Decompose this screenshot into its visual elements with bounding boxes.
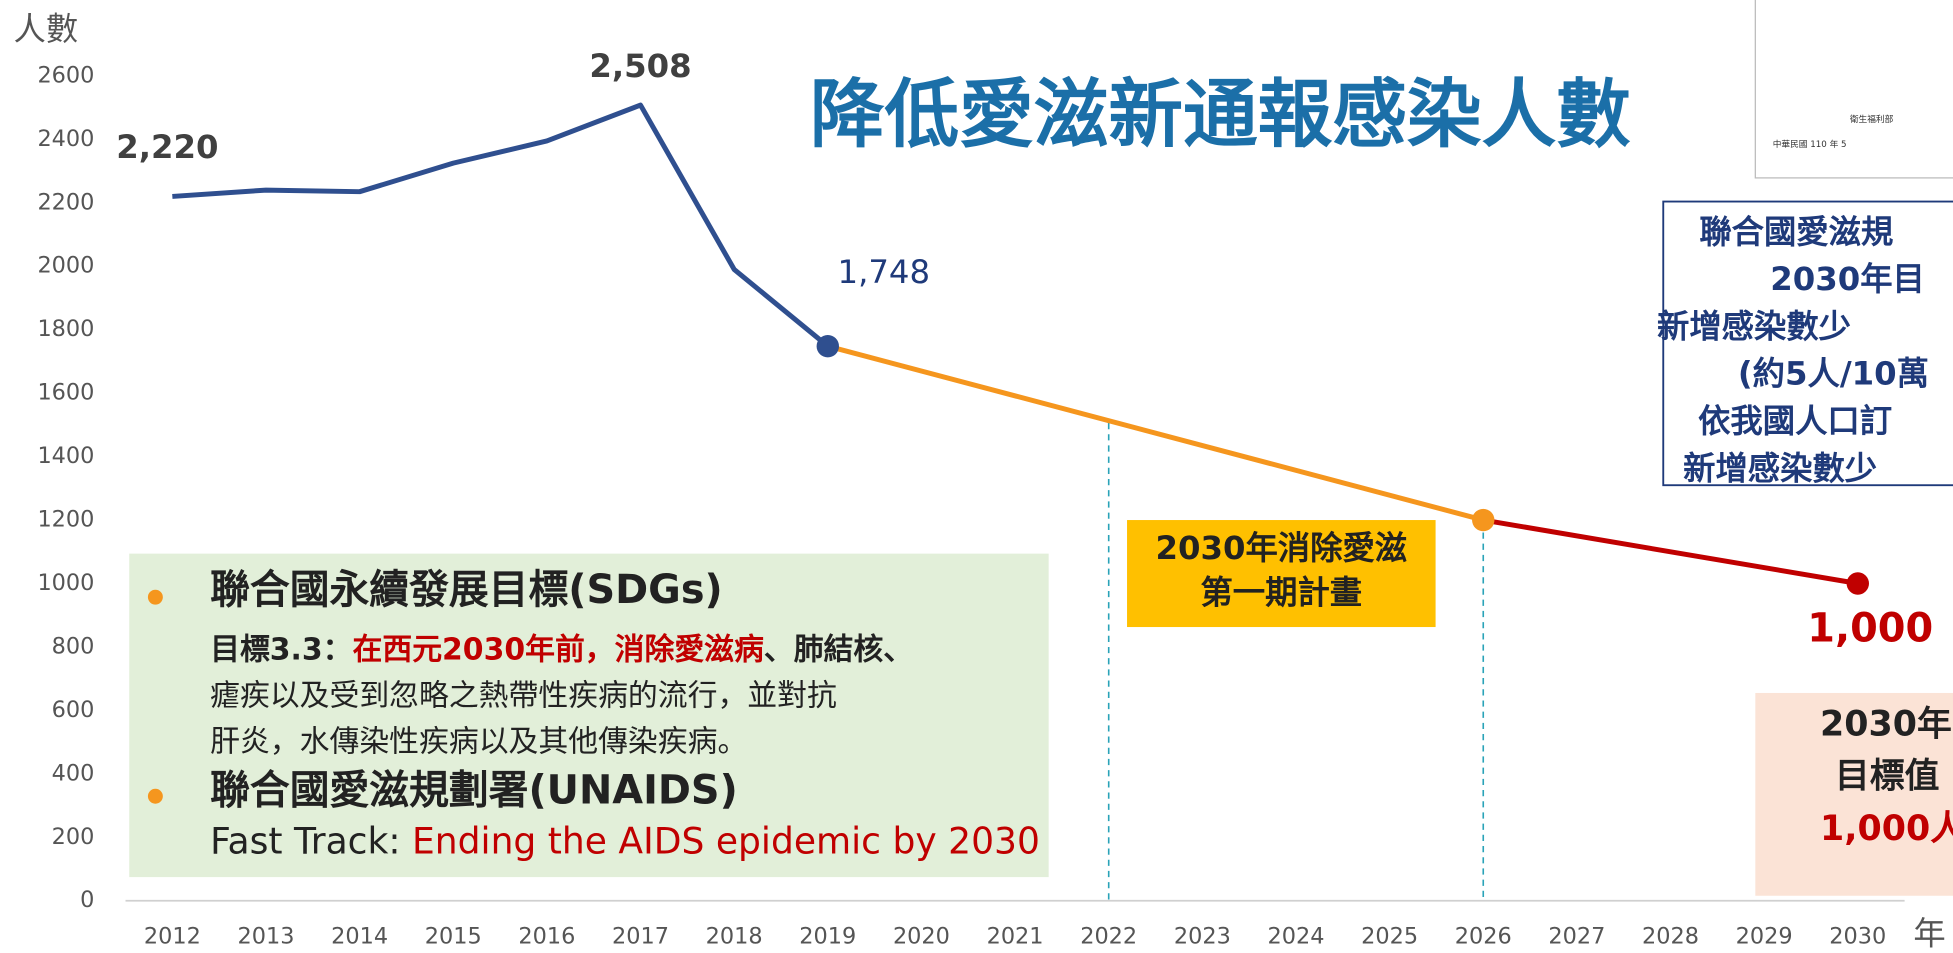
data-label: 2,220	[116, 128, 218, 166]
info-text: 目標3.3：在西元2030年前，消除愛滋病、肺結核、	[210, 632, 913, 667]
bullet	[148, 789, 163, 804]
line	[828, 346, 1483, 520]
y-tick-label: 1000	[37, 570, 94, 596]
target-text: 2030年目	[1770, 260, 1925, 298]
line	[172, 105, 827, 346]
x-tick-label: 2023	[1174, 923, 1231, 949]
y-tick-label: 2000	[37, 253, 94, 279]
info-text-span: Fast Track:	[210, 821, 412, 863]
document-image	[1755, 0, 1953, 178]
point	[817, 335, 839, 357]
y-tick-label: 1200	[37, 507, 94, 533]
y-tick-label: 600	[52, 697, 95, 723]
x-tick-label: 2028	[1642, 923, 1699, 949]
x-tick-label: 2020	[893, 923, 950, 949]
bullet	[148, 590, 163, 605]
x-tick-label: 2026	[1455, 923, 1512, 949]
document-text: 中華民國 110 年 5	[1773, 138, 1847, 150]
chart: 人數 年 降低愛滋新通報感染人數 衛生福利部 中華民國 110 年 5 0 200…	[0, 0, 1953, 953]
target-text: (約5人/10萬	[1738, 355, 1929, 393]
x-tick-label: 2029	[1736, 923, 1793, 949]
y-tick-label: 1800	[37, 316, 94, 342]
x-tick-label: 2013	[237, 923, 294, 949]
y-tick-label: 2600	[37, 62, 94, 88]
document-text: 衛生福利部	[1850, 113, 1894, 125]
x-tick-label: 2014	[331, 923, 388, 949]
plan-text: 第一期計畫	[1200, 574, 1362, 612]
info-text: Fast Track: Ending the AIDS epidemic by …	[210, 821, 1040, 863]
y-axis-title: 人數	[14, 10, 79, 48]
x-tick-label: 2018	[706, 923, 763, 949]
y-tick-label: 400	[52, 760, 95, 786]
data-label: 1,000	[1807, 605, 1933, 651]
info-text-span: 肝炎，水傳染性疾病以及其他傳染疾病。	[210, 724, 747, 759]
target-text: 依我國人口訂	[1698, 402, 1892, 440]
y-tick-label: 200	[52, 824, 95, 850]
y-tick-label: 1400	[37, 443, 94, 469]
x-tick-label: 2030	[1829, 923, 1886, 949]
x-tick-label: 2017	[612, 923, 669, 949]
info-text-span: 在西元2030年前，消除愛滋病	[353, 632, 764, 667]
x-axis-title: 年	[1913, 915, 1945, 953]
x-tick-label: 2015	[425, 923, 482, 949]
target-text: 新增感染數少	[1683, 449, 1877, 487]
line	[1483, 520, 1858, 583]
info-text-span: 聯合國永續發展目標(SDGs)	[210, 567, 723, 613]
info-text: 瘧疾以及受到忽略之熱帶性疾病的流行，並對抗	[210, 678, 837, 713]
info-text: 聯合國愛滋規劃署(UNAIDS)	[210, 767, 738, 813]
y-tick-label: 2400	[37, 126, 94, 152]
x-tick-label: 2024	[1268, 923, 1325, 949]
chart-title: 降低愛滋新通報感染人數	[810, 71, 1631, 158]
x-tick-label: 2021	[987, 923, 1044, 949]
goal-text: 1,000人	[1820, 809, 1953, 849]
data-label: 2,508	[589, 47, 691, 85]
y-tick-label: 0	[80, 887, 94, 913]
x-tick-label: 2012	[144, 923, 201, 949]
goal-text: 2030年	[1820, 704, 1952, 744]
info-text-span: 聯合國愛滋規劃署(UNAIDS)	[210, 767, 738, 813]
plan-text: 2030年消除愛滋	[1155, 529, 1407, 567]
point	[1472, 509, 1494, 531]
y-tick-label: 1600	[37, 380, 94, 406]
info-text: 肝炎，水傳染性疾病以及其他傳染疾病。	[210, 724, 747, 759]
data-label: 1,748	[837, 253, 930, 291]
x-tick-label: 2025	[1361, 923, 1418, 949]
goal-text: 目標值	[1835, 757, 1940, 797]
target-text: 新增感染數少	[1657, 307, 1851, 345]
info-text-span: Ending the AIDS epidemic by 2030	[412, 821, 1040, 863]
info-text: 聯合國永續發展目標(SDGs)	[210, 567, 723, 613]
x-tick-label: 2027	[1548, 923, 1605, 949]
y-tick-label: 2200	[37, 189, 94, 215]
x-tick-label: 2019	[799, 923, 856, 949]
point	[1847, 572, 1869, 594]
info-text-span: 目標3.3：	[210, 632, 352, 667]
x-tick-label: 2016	[518, 923, 575, 949]
target-text: 聯合國愛滋規	[1699, 213, 1893, 251]
info-text-span: 、肺結核、	[764, 632, 913, 667]
y-tick-label: 800	[52, 633, 95, 659]
info-text-span: 瘧疾以及受到忽略之熱帶性疾病的流行，並對抗	[210, 678, 837, 713]
x-tick-label: 2022	[1080, 923, 1137, 949]
